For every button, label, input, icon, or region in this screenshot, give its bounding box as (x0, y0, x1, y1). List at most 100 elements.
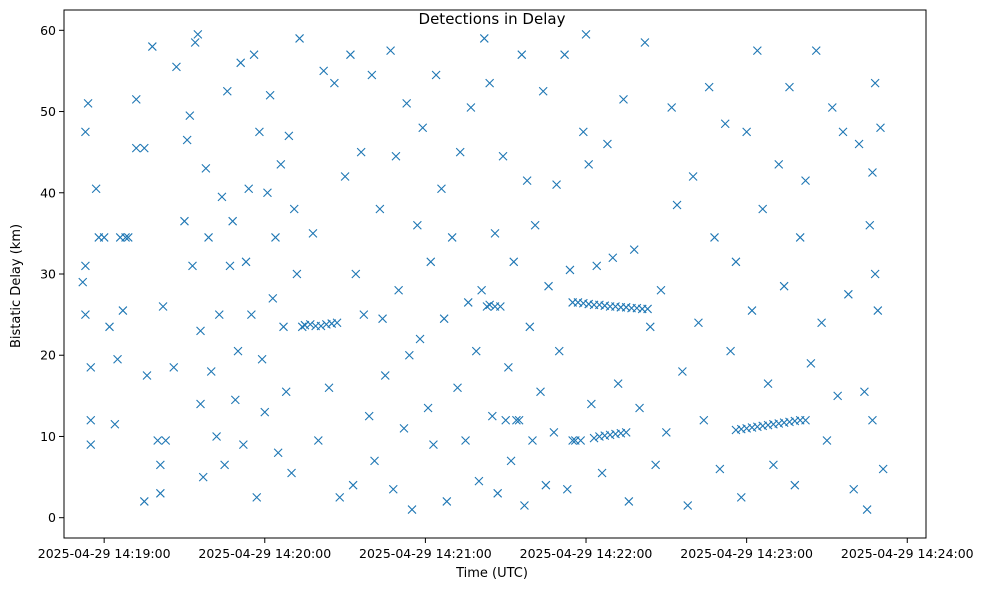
data-point (236, 58, 246, 68)
data-point (225, 261, 235, 271)
data-point (161, 436, 171, 445)
data-point (155, 460, 165, 470)
data-point (335, 492, 345, 502)
data-point (158, 302, 168, 311)
data-point (477, 285, 487, 295)
data-point (295, 34, 304, 43)
data-point (683, 501, 693, 510)
data-point (868, 168, 877, 177)
data-point (222, 86, 232, 96)
data-point (289, 204, 299, 214)
data-point (715, 464, 725, 474)
data-point (271, 233, 280, 242)
data-point (560, 50, 569, 60)
data-point (471, 346, 481, 356)
data-point (742, 127, 752, 137)
data-point (774, 159, 784, 169)
data-point (779, 418, 789, 428)
data-point (667, 103, 677, 112)
data-point (747, 306, 757, 315)
data-point (252, 492, 262, 502)
chart-title: Detections in Delay (419, 10, 566, 28)
data-point (260, 407, 270, 417)
data-point (870, 78, 880, 88)
data-point (169, 363, 179, 372)
data-point (241, 257, 251, 267)
data-point (142, 371, 152, 380)
data-point (736, 424, 746, 434)
data-point (801, 176, 810, 185)
y-axis-label: Bistatic Delay (km) (9, 224, 24, 348)
data-point (292, 269, 302, 279)
data-point (439, 314, 449, 324)
data-point (573, 298, 583, 307)
data-point (147, 42, 157, 51)
data-point (214, 310, 224, 320)
data-point (86, 440, 96, 449)
data-point (91, 184, 101, 194)
data-point (506, 456, 516, 466)
data-point (329, 78, 339, 88)
data-point (619, 94, 628, 104)
data-point (86, 363, 96, 372)
data-point (629, 245, 639, 255)
data-point (878, 464, 888, 474)
data-point (300, 320, 310, 330)
data-point (442, 497, 452, 506)
data-point (81, 127, 90, 137)
data-point (822, 436, 832, 445)
data-point (297, 322, 307, 332)
data-point (110, 419, 120, 429)
data-point (565, 265, 575, 275)
data-point (597, 468, 607, 478)
data-point (811, 46, 821, 56)
data-point (305, 319, 315, 329)
data-point (327, 319, 337, 328)
data-point (731, 425, 741, 435)
plot-area-frame (63, 9, 927, 539)
data-point (228, 216, 238, 226)
data-point (380, 371, 390, 380)
data-point (736, 492, 746, 502)
data-point (581, 29, 591, 39)
data-point (838, 127, 848, 137)
data-point (769, 460, 778, 470)
data-point (81, 261, 90, 271)
data-point (153, 436, 163, 445)
data-point (81, 310, 90, 320)
data-point (367, 70, 377, 80)
data-point (549, 428, 559, 437)
data-point (437, 184, 446, 194)
data-point (779, 281, 789, 291)
data-point (378, 314, 387, 324)
data-point (455, 147, 465, 157)
data-point (324, 383, 334, 393)
data-point (731, 257, 741, 267)
data-point (865, 220, 875, 230)
data-point (720, 119, 730, 129)
data-point (843, 289, 853, 299)
data-point (503, 363, 513, 372)
data-point (268, 293, 278, 303)
data-point (584, 299, 594, 309)
data-point (394, 285, 404, 295)
data-point (699, 415, 709, 425)
data-point (661, 428, 671, 437)
data-point (204, 233, 213, 242)
data-point (514, 415, 524, 425)
data-point (854, 139, 864, 149)
data-point (466, 103, 476, 112)
data-point (589, 433, 599, 443)
data-point (482, 302, 492, 311)
data-point (340, 172, 350, 181)
data-point (554, 346, 564, 356)
data-point (541, 480, 551, 490)
data-point (399, 423, 409, 433)
data-point (544, 281, 553, 291)
data-point (185, 111, 195, 120)
x-tick-label: 2025-04-29 14:22:00 (520, 546, 653, 561)
data-point (273, 448, 283, 458)
data-point (613, 379, 623, 389)
data-point (528, 436, 537, 445)
data-point (704, 82, 714, 92)
